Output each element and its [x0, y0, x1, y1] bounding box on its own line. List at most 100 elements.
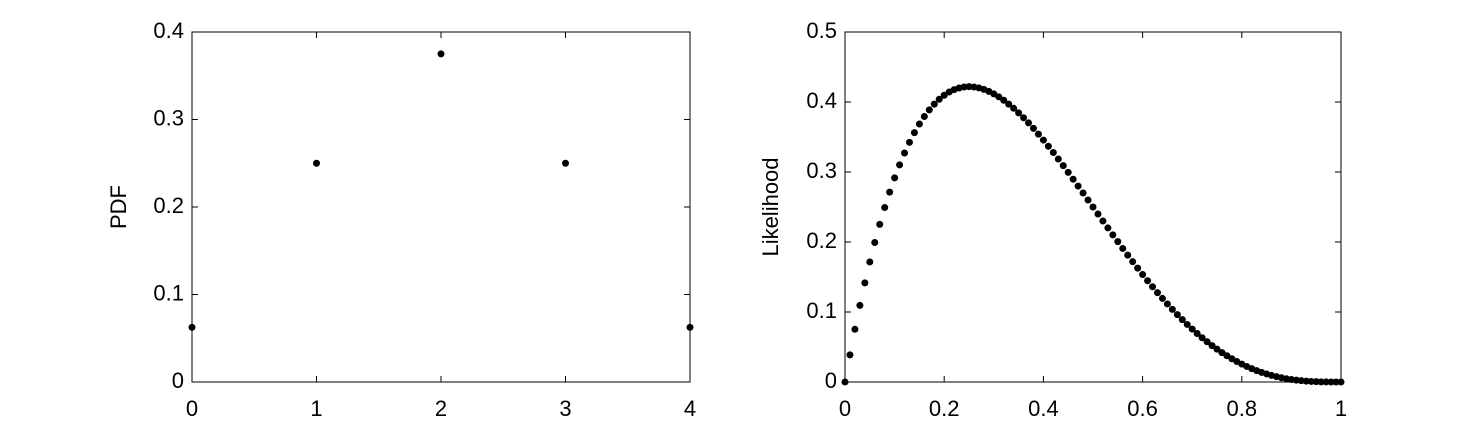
- y-axis-label: PDF: [106, 185, 131, 229]
- y-tick-label: 0.3: [806, 158, 837, 183]
- point: [1099, 217, 1107, 225]
- y-tick-label: 0.2: [806, 228, 837, 253]
- point: [940, 91, 948, 99]
- point: [1183, 320, 1191, 328]
- point: [1332, 378, 1340, 386]
- point: [891, 174, 899, 182]
- point: [1337, 378, 1345, 386]
- point: [841, 378, 849, 386]
- point: [1307, 377, 1315, 385]
- point: [1198, 334, 1206, 342]
- point: [1129, 258, 1137, 266]
- point: [1074, 182, 1082, 190]
- point: [925, 106, 933, 114]
- x-tick-label: 1: [310, 396, 322, 421]
- point: [1054, 155, 1062, 163]
- point: [1005, 100, 1013, 108]
- point: [1119, 244, 1127, 252]
- point: [935, 95, 943, 103]
- point: [1010, 104, 1018, 112]
- point: [1069, 175, 1077, 183]
- point: [1173, 311, 1181, 319]
- point: [1153, 289, 1161, 297]
- point: [562, 159, 569, 167]
- x-tick-label: 3: [559, 396, 571, 421]
- point: [1208, 342, 1216, 350]
- point: [1049, 149, 1057, 157]
- point: [1213, 345, 1221, 353]
- point: [1163, 300, 1171, 308]
- point: [1203, 338, 1211, 346]
- point: [1139, 270, 1147, 278]
- x-tick-label: 0.2: [929, 396, 960, 421]
- y-axis-label: Likelihood: [758, 157, 783, 256]
- point: [886, 188, 894, 196]
- y-tick-label: 0.5: [806, 18, 837, 43]
- point: [871, 238, 879, 246]
- point: [896, 161, 904, 169]
- point: [965, 83, 973, 91]
- point: [1327, 378, 1335, 386]
- point: [930, 100, 938, 108]
- point: [1134, 264, 1142, 272]
- y-tick-label: 0.2: [153, 193, 184, 218]
- point: [851, 325, 859, 333]
- x-tick-label: 0.6: [1127, 396, 1158, 421]
- plot-frame: [844, 31, 1342, 383]
- point: [1034, 130, 1042, 138]
- point: [856, 301, 864, 309]
- point: [861, 279, 869, 287]
- point: [1104, 224, 1112, 232]
- point: [313, 159, 320, 167]
- point: [686, 323, 694, 331]
- point: [188, 323, 196, 331]
- point: [866, 258, 874, 266]
- x-tick-label: 1: [1335, 396, 1347, 421]
- point: [905, 138, 913, 146]
- point: [1114, 238, 1122, 246]
- x-tick-label: 2: [435, 396, 447, 421]
- point: [1025, 119, 1033, 127]
- point: [915, 120, 923, 128]
- y-tick-label: 0.4: [806, 88, 837, 113]
- y-tick-label: 0.1: [153, 280, 184, 305]
- point: [995, 93, 1003, 101]
- y-tick-label: 0: [825, 368, 837, 393]
- x-tick-label: 0.4: [1028, 396, 1059, 421]
- point: [1188, 325, 1196, 333]
- point: [1178, 316, 1186, 324]
- y-tick-label: 0.1: [806, 298, 837, 323]
- point: [876, 220, 884, 228]
- point: [881, 204, 889, 212]
- point: [901, 149, 909, 157]
- point: [920, 112, 928, 120]
- point: [1124, 251, 1132, 259]
- point: [1020, 114, 1028, 122]
- y-tick-label: 0.3: [153, 105, 184, 130]
- point: [1149, 283, 1157, 291]
- x-tick-label: 0: [186, 396, 198, 421]
- y-tick-label: 0: [172, 368, 184, 393]
- point: [1015, 109, 1023, 117]
- point: [1168, 305, 1176, 313]
- y-tick-label: 0.4: [153, 18, 184, 43]
- x-tick-label: 0.8: [1227, 396, 1258, 421]
- point: [1322, 378, 1330, 386]
- point: [1218, 349, 1226, 357]
- point: [1193, 329, 1201, 337]
- point: [1158, 294, 1166, 302]
- point: [1109, 231, 1117, 239]
- point: [1317, 378, 1325, 386]
- point: [846, 351, 854, 359]
- point: [1064, 168, 1072, 176]
- point: [1302, 377, 1310, 385]
- point: [1094, 210, 1102, 218]
- point: [1000, 96, 1008, 104]
- point: [1084, 196, 1092, 204]
- plot-frame: [191, 31, 691, 383]
- point: [1144, 277, 1152, 285]
- point: [1079, 189, 1087, 197]
- point: [1044, 142, 1052, 150]
- point: [437, 50, 445, 58]
